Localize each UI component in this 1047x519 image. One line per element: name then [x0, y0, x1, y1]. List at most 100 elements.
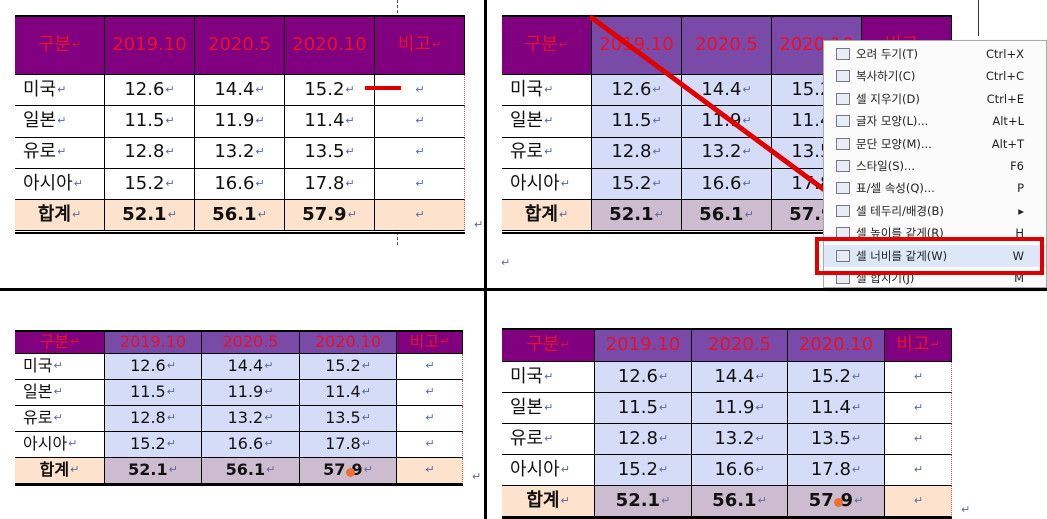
context-menu: 오려 두기(T) Ctrl+X 복사하기(C) Ctrl+C 셀 지우기(D) Ctrl+… — [823, 40, 1047, 288]
cell-text: 16.6 — [714, 458, 755, 480]
table-cell: 12.8 ↵ — [105, 406, 202, 432]
table-cell: 15.2↵ — [592, 168, 682, 201]
table-cell: 유로 ↵ — [502, 424, 595, 455]
table-cell: 아시아 ↵ — [502, 168, 592, 201]
header-text: 2020.10 — [798, 334, 874, 356]
paragraph-mark: ↵ — [854, 493, 864, 507]
header-cell: 2020.5 — [692, 330, 788, 362]
cell-text: 13.5 — [325, 408, 361, 428]
table-cell: 17.8↵ — [300, 432, 397, 458]
paragraph-mark: ↵ — [661, 493, 671, 507]
cell-text: 56.1 — [212, 203, 257, 225]
header-cell: 구분 ↵ — [15, 332, 105, 354]
paragraph-mark: ↵ — [472, 470, 480, 483]
table-cell: 13.2 ↵ — [692, 424, 788, 455]
paragraph-mark: ↵ — [742, 145, 752, 159]
table-cell: 13.2 ↵ — [202, 406, 300, 432]
paragraph-mark: ↵ — [757, 493, 767, 507]
paragraph-mark: ↵ — [440, 335, 450, 349]
menu-item[interactable]: 표/셀 속성(Q)... P — [824, 177, 1046, 199]
menu-item[interactable]: 스타일(S)... F6 — [824, 155, 1046, 177]
paragraph-mark: ↵ — [425, 463, 435, 477]
paragraph-mark: ↵ — [264, 437, 274, 451]
paragraph-mark: ↵ — [167, 208, 177, 222]
menu-icon — [836, 92, 850, 105]
cell-text: 유로 — [510, 141, 544, 163]
table-cell: 15.2↵ — [595, 455, 692, 486]
paragraph-mark: ↵ — [851, 431, 862, 445]
menu-shortcut: Ctrl+X — [986, 47, 1024, 61]
menu-label: 복사하기(C) — [856, 69, 916, 84]
table-cell: 11.4↵ — [285, 106, 375, 138]
table-cell: 14.4 ↵ — [682, 75, 772, 107]
menu-item[interactable]: 글자 모양(L)... Alt+L — [824, 110, 1046, 132]
paragraph-mark: ↵ — [415, 82, 425, 96]
table-cell: 16.6 ↵ — [692, 455, 788, 486]
menu-item[interactable]: 셀 지우기(D) Ctrl+E — [824, 88, 1046, 110]
divider — [484, 0, 487, 519]
cell-text: 15.2 — [617, 458, 658, 480]
cell-text: 일본 — [510, 396, 544, 418]
cell-text: 16.6 — [701, 172, 742, 194]
table-cell: 11.4↵ — [300, 380, 397, 406]
header-cell: 구분 ↵ — [502, 17, 592, 75]
table-cell: 57.9↵ — [285, 200, 375, 232]
cell-text: 15.2 — [325, 356, 361, 376]
paragraph-mark: ↵ — [415, 145, 425, 159]
table-cell: 11.5 ↵ — [105, 106, 195, 138]
paragraph-mark: ↵ — [255, 114, 265, 128]
paragraph-mark: ↵ — [431, 38, 442, 52]
paragraph-mark: ↵ — [913, 431, 924, 445]
table-cell: 52.1 ↵ — [592, 200, 682, 232]
cell-text: 11.9 — [701, 110, 742, 132]
table-cell: 12.8 ↵ — [105, 137, 195, 169]
cell-text: 일본 — [23, 110, 57, 132]
header-cell: 비고↵ — [885, 330, 952, 362]
table-cell: 11.9 ↵ — [195, 106, 285, 138]
highlight-box — [815, 237, 1044, 275]
table: 구분↵2019.102020.52020.10비고↵미국↵12.6↵14.4↵1… — [502, 15, 952, 234]
cell-text: 아시아 — [510, 172, 560, 194]
paragraph-mark: ↵ — [913, 400, 924, 414]
header-text: 2020.5 — [695, 34, 758, 56]
paragraph-mark: ↵ — [70, 463, 80, 477]
paragraph-mark: ↵ — [345, 145, 355, 159]
table-cell: 13.2 ↵ — [195, 137, 285, 169]
cell-text: 13.2 — [227, 408, 264, 428]
cell-text: 11.9 — [714, 396, 755, 418]
table-cell: ↵ — [375, 168, 465, 201]
paragraph-mark: ↵ — [913, 462, 924, 476]
menu-item[interactable]: 복사하기(C) Ctrl+C — [824, 65, 1046, 87]
table-cell: 13.5↵ — [300, 406, 397, 432]
table-cell: 57.9↵ — [788, 486, 885, 517]
cell-text: 11.4 — [325, 382, 361, 402]
menu-item[interactable]: 오려 두기(T) Ctrl+X — [824, 43, 1046, 65]
header-text: 2019.10 — [605, 334, 681, 356]
cell-text: 11.5 — [611, 110, 652, 132]
menu-item[interactable]: 문단 모양(M)... Alt+T — [824, 133, 1046, 155]
cell-text: 15.2 — [611, 172, 652, 194]
menu-item[interactable]: 셀 너비를 같게(W) W — [824, 244, 1046, 267]
guide-line — [978, 0, 979, 36]
menu-item[interactable]: 셀 높이를 같게(R) H — [824, 222, 1046, 244]
header-cell: 2020.5 — [202, 332, 300, 354]
cell-text: 15.2 — [130, 434, 166, 454]
menu-label: 문단 모양(M)... — [856, 136, 932, 151]
paragraph-mark: ↵ — [652, 145, 662, 159]
cell-text: 16.6 — [214, 172, 255, 194]
paragraph-mark: ↵ — [165, 176, 175, 190]
paragraph-mark: ↵ — [755, 462, 765, 476]
cell-text: 11.5 — [124, 110, 165, 132]
menu-item[interactable]: 셀 테두리/배경(B) ▸ — [824, 200, 1046, 222]
table-cell: 합계 ↵ — [15, 458, 105, 484]
header-text: 2020.5 — [208, 34, 271, 56]
menu-label: 셀 너비를 같게(W) — [856, 248, 948, 263]
header-text: 2020.10 — [292, 34, 367, 56]
paragraph-mark: ↵ — [255, 82, 265, 96]
paragraph-mark: ↵ — [73, 176, 83, 190]
menu-shortcut: P — [1017, 181, 1024, 196]
paragraph-mark: ↵ — [166, 411, 176, 425]
paragraph-mark: ↵ — [166, 359, 176, 373]
paragraph-mark: ↵ — [425, 385, 435, 399]
